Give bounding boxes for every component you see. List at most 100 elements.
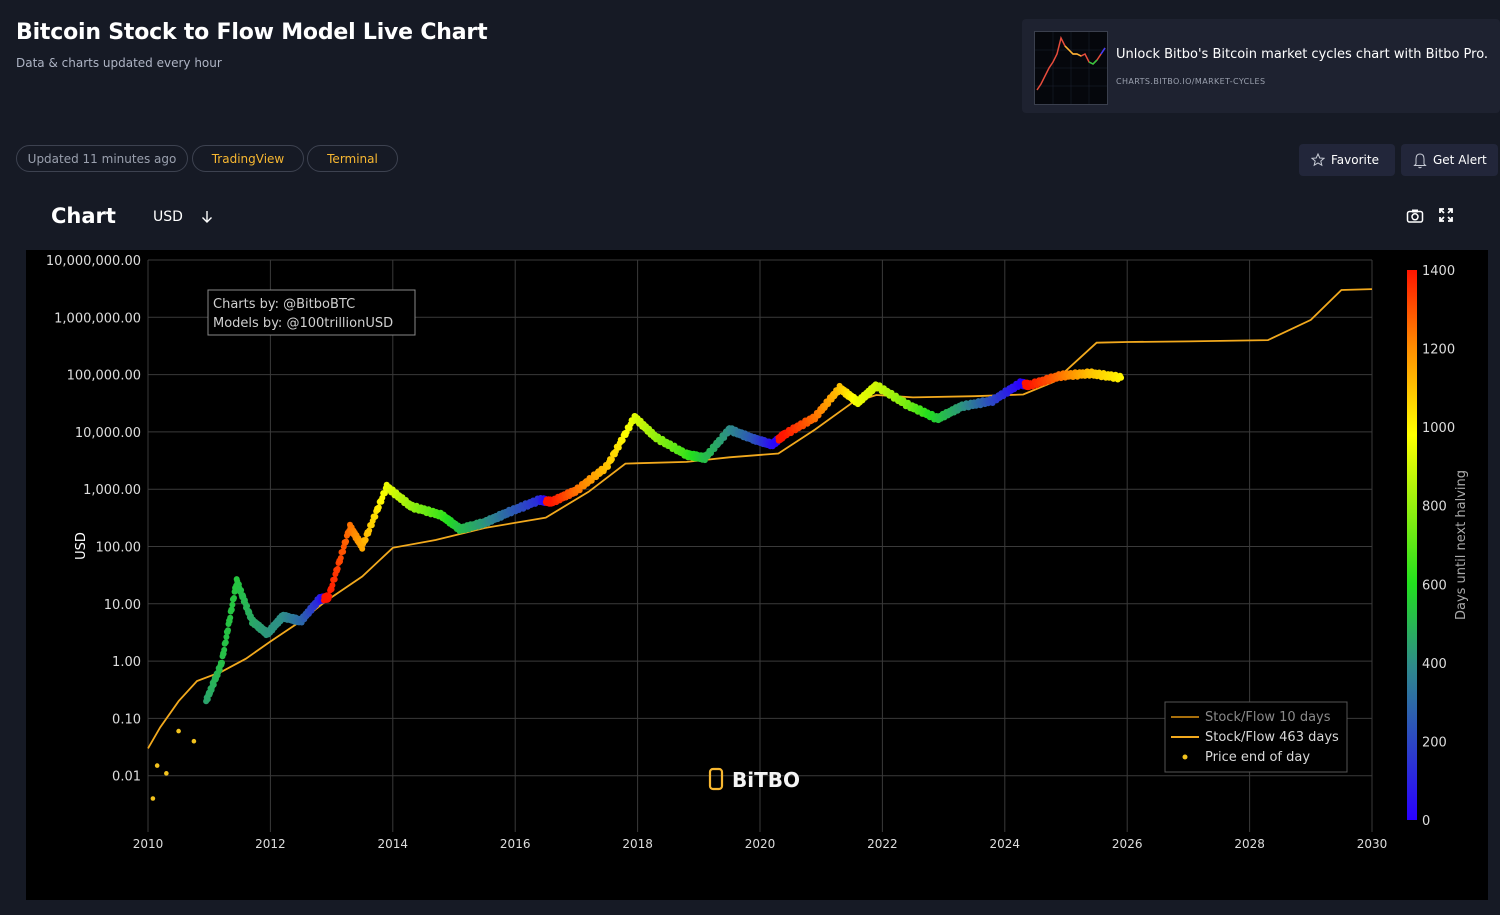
y-tick-label: 10,000.00 (75, 426, 141, 441)
price-point (615, 444, 622, 451)
promo-thumbnail (1034, 31, 1108, 105)
x-tick-label: 2012 (255, 837, 286, 851)
promo-link[interactable]: CHARTS.BITBO.IO/MARKET-CYCLES (1116, 77, 1266, 86)
price-point (375, 504, 382, 511)
y-tick-label: 0.10 (112, 712, 141, 727)
x-tick-label: 2022 (867, 837, 898, 851)
colorbar-title: Days until next halving (1454, 470, 1469, 620)
colorbar-tick-label: 1400 (1422, 264, 1455, 279)
price-point (372, 513, 379, 520)
chevron-down-icon[interactable] (200, 209, 214, 229)
page-title: Bitcoin Stock to Flow Model Live Chart (16, 20, 488, 45)
price-point (337, 555, 344, 561)
price-point (229, 601, 236, 608)
stock-to-flow-chart[interactable]: 10,000,000.00 1,000,000.00 100,000.00 10,00… (26, 250, 1488, 900)
price-point (334, 565, 341, 572)
x-tick-label: 2020 (745, 837, 776, 851)
favorite-label: Favorite (1331, 153, 1379, 167)
price-point (223, 634, 230, 640)
price-point (222, 639, 229, 646)
y-tick-label: 100.00 (96, 541, 142, 556)
colorbar-tick-label: 0 (1422, 814, 1430, 829)
tradingview-button[interactable]: TradingView (192, 145, 304, 172)
favorite-button[interactable]: Favorite (1299, 144, 1395, 176)
currency-select[interactable]: USD (153, 209, 183, 225)
price-point (359, 545, 366, 552)
x-axis: 2010 2012 2014 2016 2018 2020 2022 2024 2026 2028… (133, 837, 1388, 851)
get-alert-label: Get Alert (1433, 153, 1487, 167)
updated-badge: Updated 11 minutes ago (16, 145, 188, 172)
colorbar-tick-label: 400 (1422, 657, 1447, 672)
promo-card[interactable]: Unlock Bitbo's Bitcoin market cycles cha… (1022, 19, 1500, 113)
price-point (191, 738, 197, 744)
terminal-button[interactable]: Terminal (307, 145, 398, 172)
y-tick-label: 100,000.00 (67, 369, 141, 384)
price-point (204, 696, 211, 703)
price-point (619, 437, 626, 444)
price-point (210, 681, 217, 688)
price-point (176, 728, 181, 734)
legend-entry[interactable]: Stock/Flow 463 days (1205, 730, 1339, 745)
price-point (219, 659, 225, 666)
x-tick-label: 2016 (500, 837, 531, 851)
legend[interactable]: Stock/Flow 10 days Stock/Flow 463 days P… (1164, 701, 1348, 773)
colorbar-tick-label: 1000 (1422, 421, 1455, 436)
y-tick-label: 1.00 (112, 655, 141, 670)
y-axis: 10,000,000.00 1,000,000.00 100,000.00 10,00… (46, 254, 141, 785)
colorbar-tick-label: 200 (1422, 735, 1447, 750)
price-point (331, 576, 338, 583)
get-alert-button[interactable]: Get Alert (1401, 144, 1498, 176)
annotation-models-by: Models by: @100trillionUSD (213, 316, 393, 331)
price-point (238, 587, 245, 594)
y-tick-label: 0.01 (112, 770, 141, 785)
price-point (244, 603, 251, 609)
price-point (605, 463, 611, 470)
price-point (326, 593, 333, 600)
y-tick-label: 10.00 (104, 598, 141, 613)
page-subtitle: Data & charts updated every hour (16, 56, 222, 70)
y-tick-label: 1,000,000.00 (54, 311, 141, 326)
price-point (366, 527, 373, 534)
price-point (227, 614, 234, 621)
x-tick-label: 2010 (133, 837, 164, 851)
model-line (147, 288, 1373, 749)
price-point (221, 646, 228, 653)
chart-heading: Chart (51, 204, 116, 228)
price-point (164, 771, 169, 776)
price-point (1118, 374, 1125, 381)
x-tick-label: 2026 (1112, 837, 1143, 851)
colorbar-tick-label: 800 (1422, 500, 1447, 515)
price-point (154, 763, 160, 768)
colorbar-tick-label: 600 (1422, 578, 1447, 593)
stock-flow-463-line (147, 288, 1373, 749)
x-tick-label: 2018 (622, 837, 653, 851)
promo-text[interactable]: Unlock Bitbo's Bitcoin market cycles cha… (1116, 47, 1489, 62)
price-point (329, 582, 336, 589)
price-point (343, 538, 350, 545)
annotation-box: Charts by: @BitboBTC Models by: @100tril… (207, 289, 416, 336)
camera-icon[interactable] (1406, 207, 1424, 229)
bell-icon (1413, 144, 1427, 188)
colorbar: 0 200 400 600 800 1000 1200 1400 Days until nex… (1407, 264, 1469, 829)
annotation-charts-by: Charts by: @BitboBTC (213, 297, 355, 312)
price-point (225, 627, 231, 634)
price-point (362, 536, 369, 543)
colorbar-tick-label: 1200 (1422, 343, 1455, 358)
y-axis-title: USD (74, 532, 89, 560)
legend-entry[interactable]: Price end of day (1205, 750, 1310, 765)
x-tick-label: 2028 (1234, 837, 1265, 851)
legend-entry[interactable]: Stock/Flow 10 days (1205, 710, 1331, 725)
y-tick-label: 10,000,000.00 (46, 254, 141, 269)
x-tick-label: 2030 (1357, 837, 1388, 851)
x-tick-label: 2014 (378, 837, 409, 851)
price-point (340, 548, 347, 555)
expand-icon[interactable] (1438, 207, 1454, 227)
chart-container[interactable]: 10,000,000.00 1,000,000.00 100,000.00 10,00… (26, 250, 1488, 900)
y-tick-label: 1,000.00 (83, 483, 141, 498)
price-series (150, 368, 1125, 801)
price-point (228, 606, 235, 613)
price-point (608, 456, 615, 463)
watermark-text: BiTBO (732, 768, 800, 792)
star-icon (1310, 144, 1326, 188)
price-point (150, 796, 156, 801)
